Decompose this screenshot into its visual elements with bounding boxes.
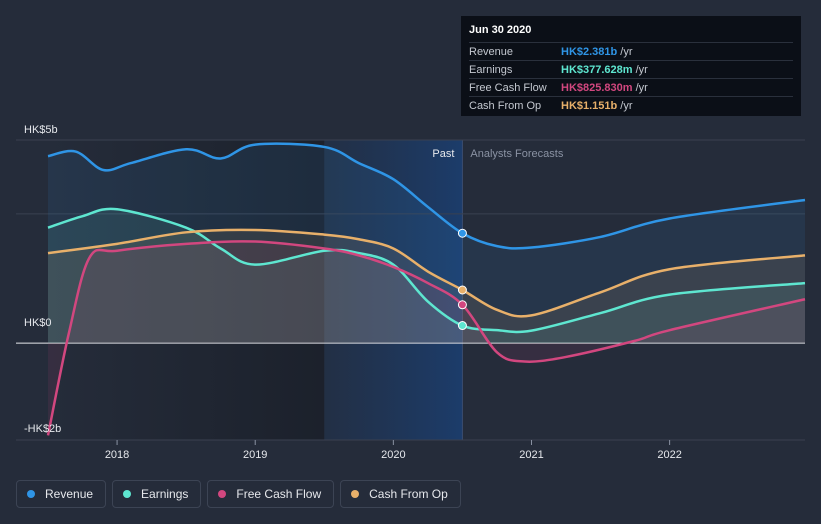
x-tick-label: 2022 — [657, 449, 681, 461]
legend-label: Free Cash Flow — [236, 487, 322, 501]
tooltip: Jun 30 2020 Revenue HK$2.381b/yr Earnings H… — [461, 16, 801, 116]
tooltip-row: Cash From Op HK$1.151b/yr — [469, 96, 793, 114]
past-label: Past — [432, 148, 454, 160]
tooltip-row: Earnings HK$377.628m/yr — [469, 60, 793, 78]
tooltip-row-label: Revenue — [469, 45, 514, 58]
x-tick-label: 2018 — [105, 449, 129, 461]
tooltip-row-value: HK$2.381b — [561, 45, 618, 58]
tooltip-row-value: HK$377.628m — [561, 63, 633, 76]
revenue-marker — [457, 228, 467, 238]
legend-label: Revenue — [45, 487, 94, 501]
tooltip-row-label: Free Cash Flow — [469, 81, 547, 94]
legend-item-earnings[interactable]: Earnings — [112, 480, 202, 508]
legend-dot-icon — [123, 490, 132, 498]
past-shade — [48, 140, 325, 440]
legend-label: Cash From Op — [369, 487, 448, 501]
free-cash-flow-area — [48, 241, 805, 436]
tooltip-row: Free Cash Flow HK$825.830m/yr — [469, 78, 793, 96]
x-tick-label: 2019 — [243, 449, 267, 461]
y-tick-label: -HK$2b — [24, 423, 61, 435]
tooltip-row-label: Cash From Op — [469, 99, 542, 112]
forecast-label: Analysts Forecasts — [470, 148, 563, 160]
cash-from-op-marker — [457, 285, 467, 295]
tooltip-row-value: HK$1.151b — [561, 99, 618, 112]
legend-dot-icon — [351, 490, 360, 498]
tooltip-row-unit: /yr — [635, 63, 648, 76]
tooltip-row-unit: /yr — [620, 45, 633, 58]
legend-dot-icon — [27, 490, 35, 498]
legend-item-cash-from-op[interactable]: Cash From Op — [340, 480, 461, 508]
legend-item-revenue[interactable]: Revenue — [16, 480, 107, 508]
revenue-line — [47, 142, 806, 250]
y-tick-label: HK$5b — [24, 124, 58, 136]
tooltip-row-label: Earnings — [469, 63, 513, 76]
x-tick-label: 2020 — [381, 449, 405, 461]
tooltip-row-unit: /yr — [635, 81, 648, 94]
legend: Revenue Earnings Free Cash Flow Cash From O… — [16, 480, 461, 508]
free-cash-flow-marker — [457, 300, 467, 310]
cash-from-op-line — [47, 228, 806, 318]
tooltip-row-unit: /yr — [620, 99, 633, 112]
tooltip-row-value: HK$825.830m — [561, 81, 633, 94]
earnings-line — [47, 207, 806, 334]
tooltip-date: Jun 30 2020 — [469, 24, 532, 36]
legend-dot-icon — [218, 490, 227, 498]
legend-label: Earnings — [141, 487, 189, 501]
tooltip-row: Revenue HK$2.381b/yr — [469, 42, 793, 60]
x-tick-label: 2021 — [519, 449, 543, 461]
y-tick-label: HK$0 — [24, 317, 52, 329]
free-cash-flow-line — [46, 240, 806, 436]
earnings-marker — [457, 321, 467, 331]
revenue-area — [48, 143, 805, 344]
legend-item-free-cash-flow[interactable]: Free Cash Flow — [207, 480, 335, 508]
